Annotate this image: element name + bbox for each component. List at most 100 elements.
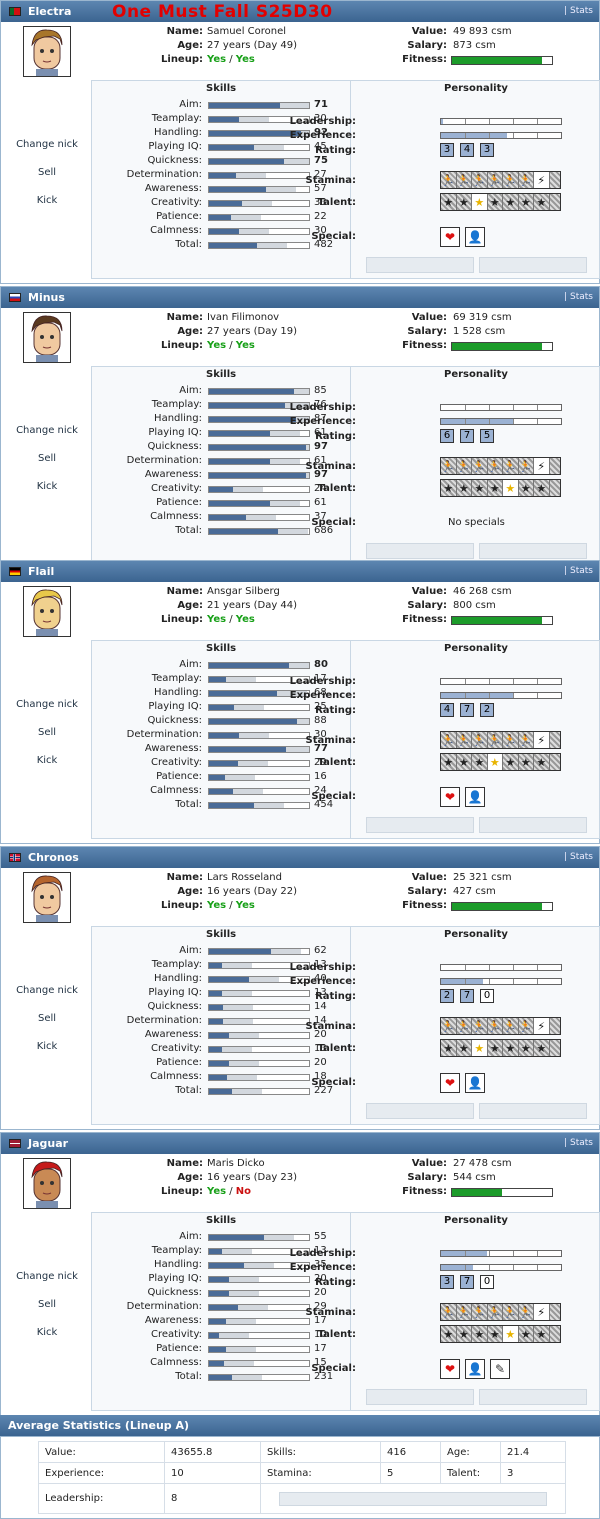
rating-label: Rating: (315, 431, 356, 442)
stats-link[interactable]: | Stats (564, 1138, 593, 1148)
skill-potential (246, 515, 276, 520)
stamina-icon: 🏃 (503, 732, 519, 748)
skill-value: 71 (314, 99, 328, 110)
skill-row: Creativity: 10 (92, 1329, 350, 1343)
player-header: Electra | Stats (1, 1, 599, 22)
player-card: Electra | Stats Change nick Sell Kick Name: Sa… (0, 0, 600, 284)
talent-strip: ★ ★ ★ ★ ★ ★ ★ (440, 193, 561, 211)
sell-link[interactable]: Sell (37, 1013, 57, 1024)
skill-bar (208, 416, 310, 423)
lineup-b: Yes (235, 54, 255, 65)
segment-divider (489, 965, 490, 970)
skill-name: Determination: (126, 169, 202, 180)
avg-key: Age: (440, 1441, 501, 1463)
skill-fill (209, 529, 278, 534)
sell-link[interactable]: Sell (37, 167, 57, 178)
skill-potential (266, 187, 296, 192)
skill-bar (208, 388, 310, 395)
skill-bar (208, 690, 310, 697)
info-label: Age: (177, 600, 203, 611)
skill-value: 55 (314, 1231, 327, 1242)
skill-fill (209, 775, 225, 780)
skill-fill (209, 1075, 227, 1080)
skill-row: Total: 227 (92, 1085, 350, 1099)
skill-row: Aim: 85 (92, 385, 350, 399)
info-label: Fitness: (402, 340, 447, 351)
skill-row: Awareness: 17 (92, 1315, 350, 1329)
skill-row: Patience: 16 (92, 771, 350, 785)
skill-bar (208, 186, 310, 193)
stats-link[interactable]: | Stats (564, 292, 593, 302)
talent-strip: ★ ★ ★ ★ ★ ★ ★ (440, 1325, 561, 1343)
skill-value: 97 (314, 441, 328, 452)
lineup-b: Yes (235, 614, 255, 625)
skill-name: Awareness: (144, 183, 202, 194)
skill-row: Determination: 61 (92, 455, 350, 469)
average-statistics-header: Average Statistics (Lineup A) (0, 1415, 600, 1436)
lineup-sep: / (226, 900, 236, 911)
avg-value: 8 (164, 1483, 261, 1514)
rating-box: 7 (460, 1275, 474, 1289)
leadership-bar (440, 964, 562, 971)
rating-box: 0 (480, 1275, 494, 1289)
skill-fill (209, 389, 294, 394)
talent-star-icon: ★ (472, 194, 488, 210)
change-nick-link[interactable]: Change nick (16, 985, 78, 996)
skills-panel: Skills Personality Aim: 62 Teamplay: 13 Handli… (91, 926, 600, 1125)
info-value: 25 321 csm (453, 872, 512, 883)
stats-link[interactable]: | Stats (564, 852, 593, 862)
skill-name: Determination: (126, 1301, 202, 1312)
change-nick-link[interactable]: Change nick (16, 1271, 78, 1282)
skill-value: 40 (314, 973, 327, 984)
skill-name: Teamplay: (151, 673, 202, 684)
skill-name: Calmness: (150, 225, 202, 236)
sell-link[interactable]: Sell (37, 453, 57, 464)
rating-box: 5 (480, 429, 494, 443)
avg-key: Experience: (38, 1462, 165, 1484)
change-nick-link[interactable]: Change nick (16, 425, 78, 436)
skill-name: Determination: (126, 455, 202, 466)
info-value: 27 years (Day 19) (207, 326, 298, 337)
special-label: Special: (311, 791, 356, 802)
skill-value: 30 (314, 729, 327, 740)
talent-label: Talent: (317, 1043, 356, 1054)
info-label: Salary: (407, 1172, 447, 1183)
average-row: Experience: 10 Stamina: 5 Talent: 3 (38, 1462, 566, 1484)
skill-bar (208, 130, 310, 137)
skill-potential (233, 487, 263, 492)
kick-link[interactable]: Kick (36, 481, 58, 492)
rating-label: Rating: (315, 991, 356, 1002)
sell-link[interactable]: Sell (37, 727, 57, 738)
action-placeholder (366, 1103, 474, 1119)
kick-link[interactable]: Kick (36, 1041, 58, 1052)
skill-bar (208, 1318, 310, 1325)
lineup-value: Yes / Yes (207, 340, 255, 351)
skill-name: Teamplay: (151, 1245, 202, 1256)
fitness-fill (452, 1189, 502, 1196)
skill-fill (209, 515, 246, 520)
skill-potential (229, 1277, 259, 1282)
sell-link[interactable]: Sell (37, 1299, 57, 1310)
stats-link[interactable]: | Stats (564, 566, 593, 576)
skill-row: Determination: 14 (92, 1015, 350, 1029)
skill-bar (208, 788, 310, 795)
info-value: 69 319 csm (453, 312, 512, 323)
segment-divider (513, 419, 514, 424)
info-value: 46 268 csm (453, 586, 512, 597)
leadership-bar (440, 1250, 562, 1257)
change-nick-link[interactable]: Change nick (16, 699, 78, 710)
kick-link[interactable]: Kick (36, 755, 58, 766)
kick-link[interactable]: Kick (36, 1327, 58, 1338)
skill-name: Determination: (126, 729, 202, 740)
skill-name: Quickness: (147, 1001, 202, 1012)
stats-link[interactable]: | Stats (564, 6, 593, 16)
kick-link[interactable]: Kick (36, 195, 58, 206)
average-row: Leadership: 8 (38, 1483, 566, 1514)
segment-divider (513, 979, 514, 984)
skill-fill (209, 803, 255, 808)
skills-panel: Skills Personality Aim: 80 Teamplay: 17 Handli… (91, 640, 600, 839)
experience-bar (440, 418, 562, 425)
change-nick-link[interactable]: Change nick (16, 139, 78, 150)
skill-potential (227, 1075, 257, 1080)
talent-star-icon: ★ (534, 754, 550, 770)
